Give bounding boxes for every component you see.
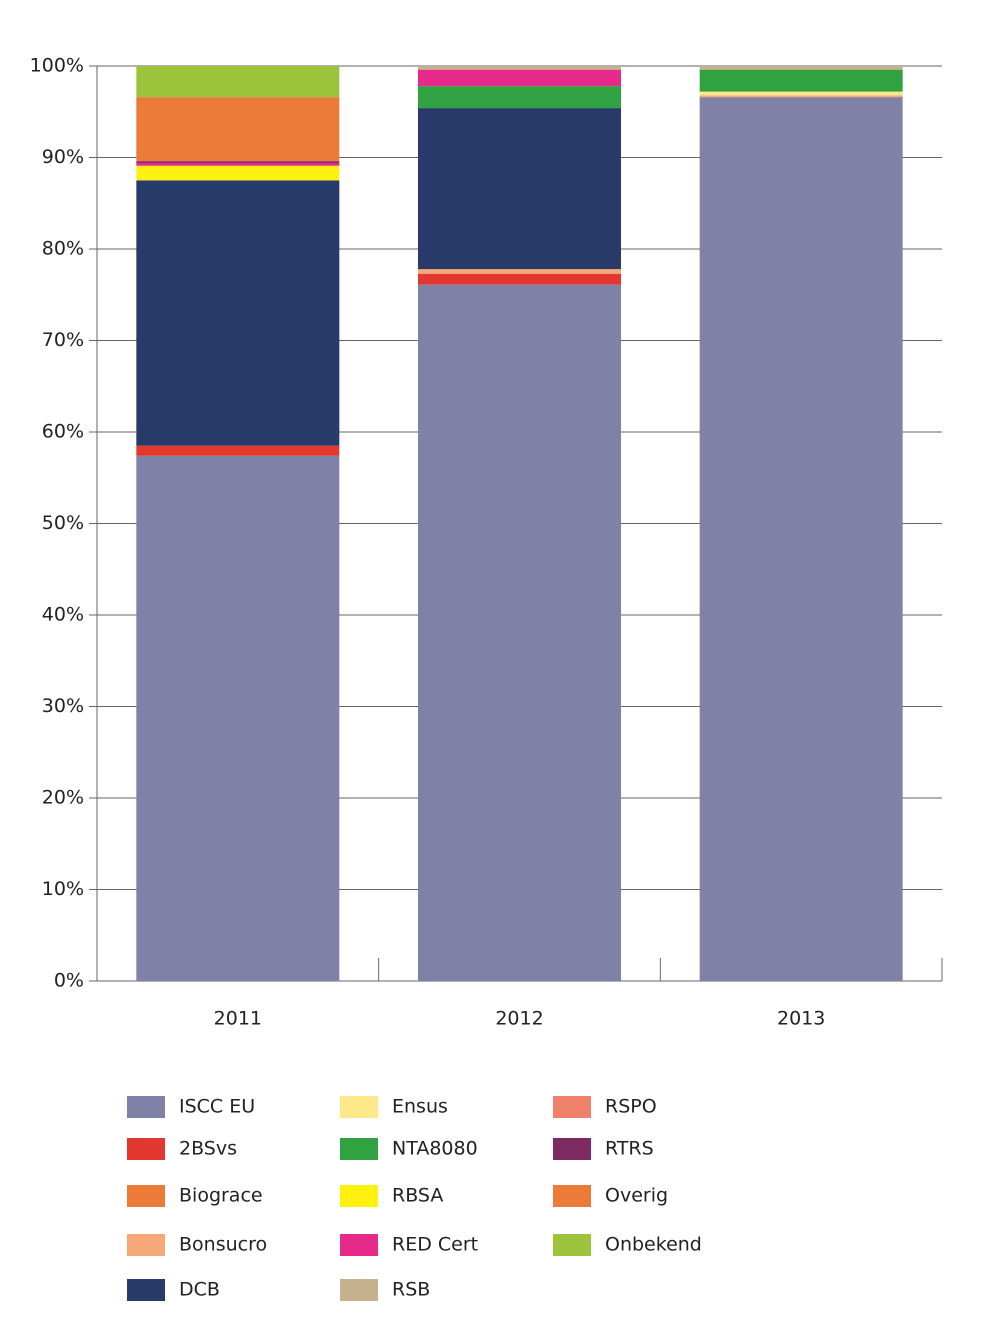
bar-segment [418,108,621,270]
bar-segment [699,97,903,982]
bar-segment [136,162,340,166]
bar-segment [136,180,340,446]
legend-label: Onbekend [605,1234,702,1256]
bar-segment [136,165,340,181]
bar-segment [418,86,621,109]
y-tick-label: 90% [42,146,84,168]
bar-segment [418,269,621,274]
legend-label: RED Cert [392,1234,478,1256]
bar-segment [418,69,621,87]
legend-swatch [340,1138,378,1160]
x-tick-label: 2011 [214,1008,262,1030]
legend-swatch [127,1234,165,1256]
y-tick-label: 70% [42,329,84,351]
bar-segment [699,66,903,70]
bar-segment [699,69,903,92]
legend-label: RSB [392,1279,430,1301]
y-tick-label: 100% [30,55,84,77]
legend-swatch [340,1096,378,1118]
y-tick-label: 0% [54,970,84,992]
legend-label: RBSA [392,1185,443,1207]
legend-swatch [340,1185,378,1207]
legend-swatch [127,1138,165,1160]
legend-swatch [127,1096,165,1118]
bar-segment [136,161,340,163]
y-tick-label: 40% [42,604,84,626]
bar-segment [699,91,903,96]
bar-segment [699,95,903,98]
bar-segment [136,455,340,981]
legend-swatch [127,1279,165,1301]
legend-label: ISCC EU [179,1096,255,1118]
y-tick-label: 10% [42,878,84,900]
legend-label: 2BSvs [179,1138,237,1160]
bar-segment [136,97,340,162]
bar-segment [418,273,621,285]
legend-label: Overig [605,1185,668,1207]
y-tick-label: 60% [42,421,84,443]
bar-segment [418,284,621,981]
legend-label: RSPO [605,1096,657,1118]
legend-label: Bonsucro [179,1234,267,1256]
x-tick-label: 2013 [777,1008,825,1030]
legend-swatch [553,1234,591,1256]
legend-swatch [127,1185,165,1207]
legend-swatch [553,1138,591,1160]
bar-segment [418,66,621,70]
legend-label: RTRS [605,1138,654,1160]
bar-segment [136,66,340,98]
legend-swatch [340,1279,378,1301]
legend-swatch [340,1234,378,1256]
legend-label: Biograce [179,1185,263,1207]
legend-label: Ensus [392,1096,448,1118]
legend-swatch [553,1096,591,1118]
legend-label: DCB [179,1279,220,1301]
y-tick-label: 20% [42,787,84,809]
bar-segment [136,445,340,456]
x-tick-label: 2012 [495,1008,543,1030]
legend-label: NTA8080 [392,1138,478,1160]
legend-swatch [553,1185,591,1207]
y-tick-label: 30% [42,695,84,717]
y-tick-label: 50% [42,512,84,534]
y-tick-label: 80% [42,238,84,260]
